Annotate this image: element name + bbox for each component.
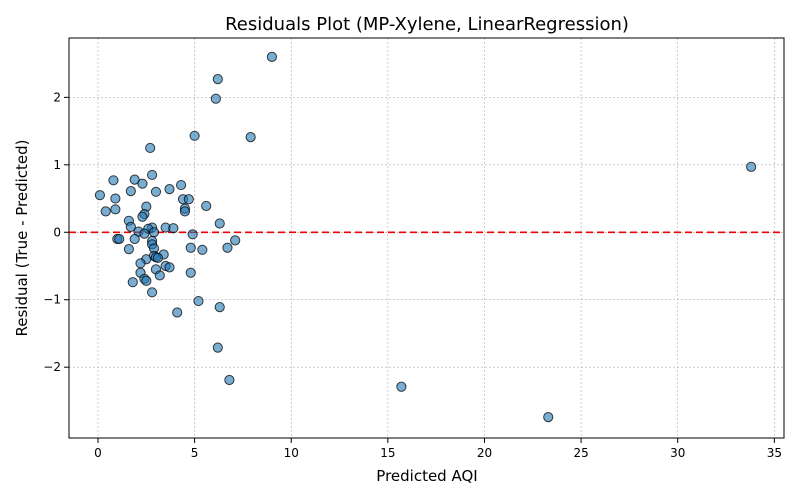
y-tick-label: −1 [43,293,61,307]
data-point [146,287,158,298]
data-point [222,242,233,253]
data-point [135,258,146,269]
y-axis-label: Residual (True - Predicted) [13,139,31,336]
data-point [137,211,148,222]
x-tick-label: 0 [94,446,102,460]
data-point [150,186,162,197]
data-point [396,381,407,392]
data-point [212,342,223,353]
data-point [137,178,148,189]
grid [69,38,784,438]
y-tick-label: 2 [53,90,61,104]
data-point [189,130,200,141]
data-point [164,262,175,273]
data-point [110,193,121,204]
data-point [125,221,136,232]
data-point [139,228,150,239]
data-point [193,295,204,307]
data-point [543,411,554,423]
data-point [185,267,196,278]
data-point [185,242,196,253]
data-point [187,229,198,240]
data-point [172,307,183,318]
data-point [201,200,212,212]
x-tick-label: 30 [670,446,685,460]
y-tick-label: −2 [43,360,61,374]
data-point [125,186,136,197]
data-point [164,183,175,195]
data-point [146,169,158,181]
y-tick-label: 1 [53,158,61,172]
data-point [183,194,194,205]
data-point [245,132,256,143]
data-point [168,223,179,234]
data-point [214,218,225,229]
data-point [266,51,278,62]
axis-ticks: 0 5 10 15 20 25 30 35 −2 −1 0 1 2 [43,90,782,460]
plot-frame [68,37,785,439]
data-point [100,206,111,217]
x-tick-label: 35 [767,446,782,460]
data-point [108,175,119,186]
data-point [127,277,138,288]
data-point [746,161,757,172]
data-point [129,233,140,245]
data-point [110,204,121,215]
data-point [123,244,135,255]
data-point [210,93,221,104]
chart-title: Residuals Plot (MP-Xylene, LinearRegress… [225,14,629,35]
data-point [141,275,152,286]
data-point [152,252,163,263]
data-point [212,74,223,85]
x-tick-label: 25 [573,446,588,460]
y-tick-label: 0 [53,225,61,239]
data-point [224,374,235,386]
data-point [214,302,225,313]
data-point [114,233,125,245]
data-point [197,244,208,255]
x-axis-label: Predicted AQI [376,467,477,485]
x-tick-label: 10 [284,446,299,460]
data-point [154,270,165,281]
data-point [230,235,241,246]
data-point [94,190,106,201]
data-point [175,179,187,191]
data-point [179,206,191,217]
x-tick-label: 20 [477,446,492,460]
scatter-points [94,51,757,423]
x-tick-label: 15 [380,446,395,460]
data-point [129,174,140,185]
data-point [145,142,156,154]
data-point [148,227,160,238]
x-tick-label: 5 [191,446,199,460]
